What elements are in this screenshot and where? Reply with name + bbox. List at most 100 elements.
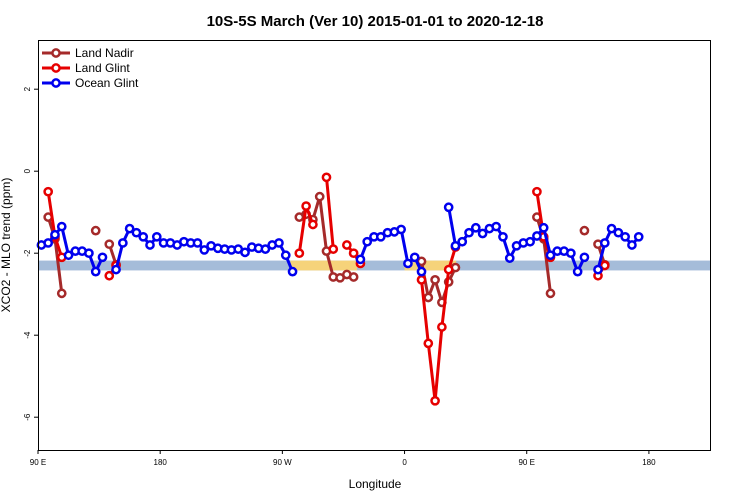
series-0-point-14 xyxy=(348,272,359,282)
series-2-point-73 xyxy=(627,240,637,250)
y-tick-label-4: 2 xyxy=(23,86,32,91)
series-2-point-10 xyxy=(111,264,121,275)
y-tick-label-0: -6 xyxy=(23,413,32,421)
reference-band xyxy=(38,260,710,271)
x-tick-label-5: 180 xyxy=(642,458,656,467)
series-1-point-3 xyxy=(104,270,115,281)
series-2-point-50 xyxy=(464,227,474,238)
series-2-point-56 xyxy=(504,253,515,263)
series-2-point-47 xyxy=(443,202,454,213)
series-2-point-44 xyxy=(403,258,413,269)
legend-marker-2 xyxy=(51,78,61,88)
series-1-point-13 xyxy=(416,275,427,285)
series-0-point-3 xyxy=(90,225,101,236)
series-2-point-65 xyxy=(565,248,576,259)
series-1-point-8 xyxy=(321,172,332,183)
series-2-point-7 xyxy=(84,248,94,259)
series-2-point-22 xyxy=(192,238,203,248)
series-2-point-12 xyxy=(124,223,135,234)
series-2-point-13 xyxy=(131,227,142,238)
series-1-point-23 xyxy=(599,260,610,271)
series-2-point-8 xyxy=(90,266,101,277)
series-2-point-46 xyxy=(416,266,427,277)
series-1-point-15 xyxy=(430,395,440,406)
series-0-point-23 xyxy=(545,288,556,299)
y-tick-label-1: -4 xyxy=(23,331,32,339)
x-tick-label-2: 90 W xyxy=(273,458,292,467)
x-tick-label-4: 90 E xyxy=(518,458,534,467)
series-2-point-40 xyxy=(375,231,386,242)
series-1-point-0 xyxy=(43,186,54,197)
legend-marker-1 xyxy=(51,63,61,73)
series-2-point-70 xyxy=(606,223,617,234)
series-1-point-7 xyxy=(308,219,318,230)
highlight-band-0 xyxy=(290,260,358,271)
series-2-point-55 xyxy=(498,231,508,242)
series-1-point-10 xyxy=(341,240,352,250)
series-2-point-15 xyxy=(145,240,155,250)
series-2-point-38 xyxy=(362,236,373,247)
series-2 xyxy=(36,202,644,277)
series-1-line-3 xyxy=(325,177,335,250)
series-2-point-9 xyxy=(97,252,108,263)
series-2-point-66 xyxy=(572,266,583,277)
series-1-point-11 xyxy=(348,248,359,259)
series-1-point-5 xyxy=(294,248,305,259)
series-2-point-60 xyxy=(532,231,542,241)
series-2-point-49 xyxy=(457,236,468,247)
x-axis: 90 E 180 90 W 0 90 E 180 xyxy=(30,450,656,467)
series-1-point-16 xyxy=(437,322,447,332)
series-2-point-36 xyxy=(287,266,298,277)
series-0-point-4 xyxy=(104,239,115,250)
series-2-point-43 xyxy=(396,224,407,235)
series-0-point-9 xyxy=(314,191,325,202)
highlight-band-1 xyxy=(404,260,457,271)
series-2-point-67 xyxy=(579,252,590,263)
series-2-point-54 xyxy=(491,221,502,232)
series-2-point-23 xyxy=(199,245,210,255)
series-2-point-62 xyxy=(545,250,556,261)
series-2-point-32 xyxy=(260,244,271,254)
series-1-point-9 xyxy=(328,244,339,254)
series-2-point-52 xyxy=(477,228,488,239)
y-axis: -6 -4 -2 0 2 xyxy=(23,86,38,421)
series-1-point-17 xyxy=(443,264,454,275)
series-2-point-51 xyxy=(470,222,481,233)
series-2-point-59 xyxy=(525,236,535,247)
series-2-point-48 xyxy=(450,240,461,251)
series-2-point-16 xyxy=(151,231,162,242)
series-2-point-72 xyxy=(620,231,631,242)
series-2-point-37 xyxy=(355,254,366,265)
series-2-point-3 xyxy=(56,221,67,232)
series-2-point-14 xyxy=(138,231,149,242)
series-1-point-6 xyxy=(301,201,311,211)
series-1-point-19 xyxy=(532,186,542,197)
series-2-point-45 xyxy=(409,252,420,263)
chart-title: 10S-5S March (Ver 10) 2015-01-01 to 2020… xyxy=(207,13,544,30)
series-0-point-17 xyxy=(430,275,440,285)
x-axis-label: Longitude xyxy=(349,477,402,491)
series-2-point-68 xyxy=(593,264,603,275)
series-0-point-2 xyxy=(56,288,67,299)
series-1 xyxy=(43,172,610,406)
x-tick-label-3: 0 xyxy=(402,458,407,467)
series-2-point-61 xyxy=(538,222,549,233)
plot-frame xyxy=(38,40,711,451)
legend-marker-0 xyxy=(51,48,61,58)
series-2-point-69 xyxy=(599,238,610,248)
series-0-point-16 xyxy=(423,292,434,303)
series-2-point-1 xyxy=(43,238,54,248)
legend-label-1: Land Glint xyxy=(75,61,130,75)
series-2-point-2 xyxy=(50,229,60,240)
y-tick-label-3: 0 xyxy=(23,168,32,173)
series-2-point-11 xyxy=(117,238,128,248)
x-tick-label-0: 90 E xyxy=(30,458,46,467)
x-tick-label-1: 180 xyxy=(154,458,168,467)
series-0 xyxy=(43,191,610,308)
series-1-point-14 xyxy=(423,338,434,349)
series-2-point-4 xyxy=(63,250,74,261)
y-tick-label-2: -2 xyxy=(23,249,32,257)
bands-layer xyxy=(38,260,710,271)
